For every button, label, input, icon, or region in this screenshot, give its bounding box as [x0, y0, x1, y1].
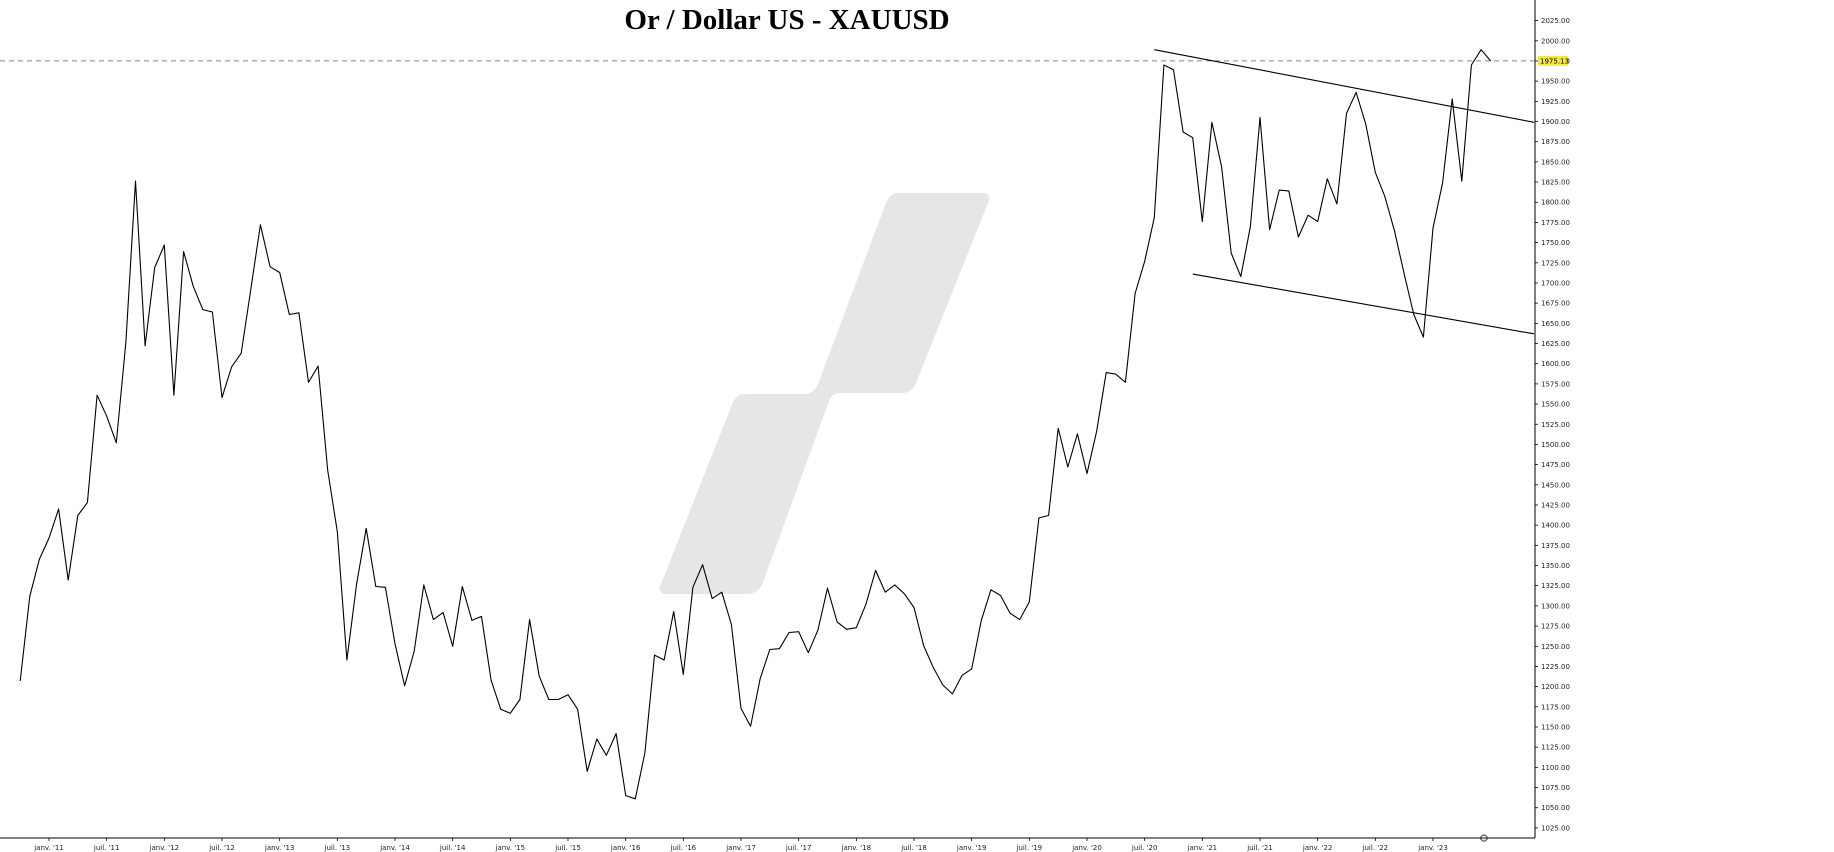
x-tick-label: juil. '19	[1016, 844, 1043, 852]
y-tick-label: 1200.00	[1541, 683, 1570, 691]
y-tick-label: 1025.00	[1541, 824, 1570, 832]
chart-title: Or / Dollar US - XAUUSD	[624, 4, 950, 36]
watermark-shape	[659, 193, 990, 594]
y-tick-label: 1575.00	[1541, 380, 1570, 388]
x-tick-label: juil. '22	[1362, 844, 1389, 852]
x-tick-label: juil. '15	[554, 844, 581, 852]
y-tick-label: 1750.00	[1541, 239, 1570, 247]
x-tick-label: janv. '18	[841, 844, 872, 852]
x-tick-label: juil. '18	[900, 844, 927, 852]
y-tick-label: 2025.00	[1541, 17, 1570, 25]
y-tick-label: 1525.00	[1541, 421, 1570, 429]
x-tick-label: juil. '13	[324, 844, 351, 852]
trend-line	[1192, 273, 1535, 335]
y-tick-label: 1650.00	[1541, 320, 1570, 328]
axes	[0, 0, 1536, 839]
x-tick-label: juil. '17	[785, 844, 812, 852]
y-tick-label: 1775.00	[1541, 219, 1570, 227]
y-tick-label: 1475.00	[1541, 461, 1570, 469]
x-tick-label: janv. '11	[33, 844, 64, 852]
x-tick-label: janv. '22	[1302, 844, 1333, 852]
y-tick-label: 1825.00	[1541, 179, 1570, 187]
x-tick-label: juil. '11	[93, 844, 120, 852]
last-price-label: 1975.13	[1540, 57, 1569, 65]
y-tick-label: 1850.00	[1541, 158, 1570, 166]
trend-line	[1154, 49, 1535, 123]
y-axis: 1025.00 1050.00 1075.00 1100.00 1125.00 1150.…	[1535, 17, 1570, 832]
x-tick-label: janv. '20	[1071, 844, 1102, 852]
x-tick-label: janv. '21	[1187, 844, 1218, 852]
y-tick-label: 1250.00	[1541, 643, 1570, 651]
x-tick-label: janv. '16	[610, 844, 641, 852]
y-tick-label: 1150.00	[1541, 723, 1570, 731]
x-tick-label: janv. '19	[956, 844, 987, 852]
settings-icon[interactable]: ⚙	[1479, 832, 1489, 845]
y-tick-label: 1300.00	[1541, 602, 1570, 610]
x-tick-label: juil. '12	[208, 844, 235, 852]
x-tick-label: janv. '12	[149, 844, 180, 852]
y-tick-label: 2000.00	[1541, 37, 1570, 45]
y-tick-label: 1400.00	[1541, 522, 1570, 530]
x-tick-label: janv. '14	[379, 844, 410, 852]
y-tick-label: 1075.00	[1541, 784, 1570, 792]
x-tick-label: juil. '14	[439, 844, 466, 852]
y-tick-label: 1050.00	[1541, 804, 1570, 812]
price-series-line	[19, 49, 1492, 800]
y-tick-label: 1925.00	[1541, 98, 1570, 106]
y-tick-label: 1600.00	[1541, 360, 1570, 368]
y-tick-label: 1950.00	[1541, 78, 1570, 86]
y-tick-label: 1225.00	[1541, 663, 1570, 671]
x-tick-label: janv. '23	[1417, 844, 1448, 852]
y-tick-label: 1450.00	[1541, 481, 1570, 489]
x-tick-label: janv. '15	[495, 844, 526, 852]
y-tick-label: 1700.00	[1541, 279, 1570, 287]
x-tick-label: juil. '16	[670, 844, 697, 852]
x-tick-label: juil. '21	[1246, 844, 1273, 852]
x-tick-label: janv. '13	[264, 844, 295, 852]
y-tick-label: 1425.00	[1541, 501, 1570, 509]
y-tick-label: 1900.00	[1541, 118, 1570, 126]
y-tick-label: 1375.00	[1541, 542, 1570, 550]
y-tick-label: 1350.00	[1541, 562, 1570, 570]
y-tick-label: 1625.00	[1541, 340, 1570, 348]
y-tick-label: 1175.00	[1541, 703, 1570, 711]
watermark-logo	[659, 193, 990, 594]
x-axis: janv. '11 juil. '11 janv. '12 juil. '12 janv…	[33, 838, 1448, 852]
y-tick-label: 1550.00	[1541, 401, 1570, 409]
y-tick-label: 1100.00	[1541, 764, 1570, 772]
y-tick-label: 1500.00	[1541, 441, 1570, 449]
x-tick-label: juil. '20	[1131, 844, 1158, 852]
y-tick-label: 1675.00	[1541, 300, 1570, 308]
y-tick-label: 1275.00	[1541, 623, 1570, 631]
plot-layer: 1975.13	[0, 49, 1569, 800]
y-tick-label: 1725.00	[1541, 259, 1570, 267]
y-tick-label: 1875.00	[1541, 138, 1570, 146]
y-tick-label: 1125.00	[1541, 744, 1570, 752]
x-tick-label: janv. '17	[725, 844, 756, 852]
last-price-marker	[1538, 55, 1568, 66]
y-tick-label: 1325.00	[1541, 582, 1570, 590]
y-tick-label: 1800.00	[1541, 199, 1570, 207]
